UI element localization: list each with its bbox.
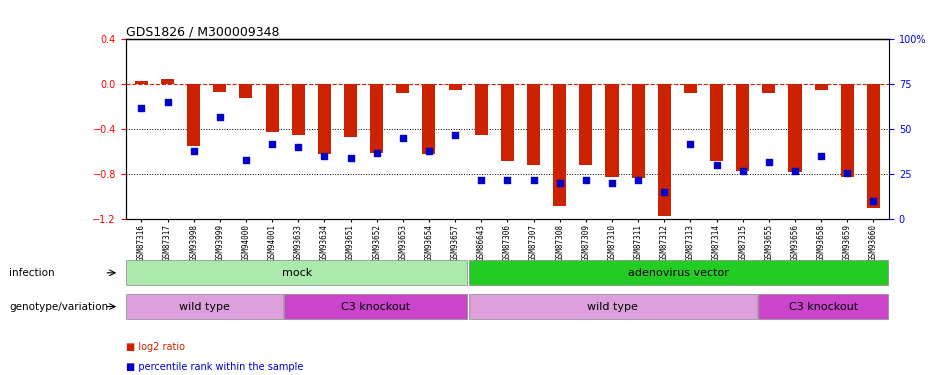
Bar (239, 84, 252, 98)
Bar (789, 84, 802, 172)
Point (134, 105, 149, 111)
Text: mock: mock (282, 268, 312, 278)
Bar (468, 294, 757, 319)
Point (604, 180, 619, 186)
Bar (265, 84, 278, 132)
Text: infection: infection (9, 268, 55, 278)
Bar (657, 84, 671, 216)
Bar (161, 79, 174, 84)
Point (683, 141, 698, 147)
Bar (841, 84, 854, 177)
Bar (344, 84, 358, 137)
Text: C3 knockout: C3 knockout (341, 302, 411, 312)
Bar (468, 260, 888, 285)
Text: C3 knockout: C3 knockout (789, 302, 857, 312)
Point (788, 168, 803, 174)
Bar (579, 84, 592, 165)
Point (500, 177, 515, 183)
Bar (127, 260, 467, 285)
Point (186, 148, 201, 154)
Text: wild type: wild type (180, 302, 230, 312)
Text: wild type: wild type (587, 302, 638, 312)
Bar (135, 81, 148, 84)
Bar (736, 84, 749, 171)
Point (290, 144, 305, 150)
Bar (291, 84, 304, 135)
Point (656, 189, 671, 195)
Bar (371, 84, 384, 153)
Point (814, 153, 829, 159)
Point (474, 177, 489, 183)
Bar (423, 84, 436, 154)
Text: adenovirus vector: adenovirus vector (628, 268, 729, 278)
Bar (758, 294, 888, 319)
Point (630, 177, 645, 183)
Text: GDS1826 / M300009348: GDS1826 / M300009348 (126, 25, 279, 38)
Point (344, 155, 358, 161)
Bar (187, 84, 200, 146)
Bar (605, 84, 618, 177)
Point (552, 180, 567, 186)
Point (578, 177, 593, 183)
Point (370, 150, 385, 156)
Point (526, 177, 541, 183)
Point (264, 141, 279, 147)
Bar (867, 84, 880, 208)
Point (448, 132, 463, 138)
Text: genotype/variation: genotype/variation (9, 302, 108, 312)
Point (317, 153, 331, 159)
Point (396, 135, 411, 141)
Text: ■ log2 ratio: ■ log2 ratio (126, 342, 184, 352)
Bar (553, 84, 566, 206)
Text: ■ percentile rank within the sample: ■ percentile rank within the sample (126, 362, 304, 372)
Bar (397, 84, 410, 93)
Point (709, 162, 724, 168)
Point (866, 198, 881, 204)
Bar (815, 84, 828, 90)
Bar (684, 84, 697, 93)
Bar (762, 84, 776, 93)
Bar (631, 84, 644, 178)
Point (422, 148, 437, 154)
Point (160, 99, 175, 105)
Bar (710, 84, 723, 161)
Bar (449, 84, 462, 90)
Point (762, 159, 776, 165)
Bar (317, 84, 331, 154)
Bar (501, 84, 514, 161)
Point (840, 170, 855, 176)
Bar (127, 294, 283, 319)
Bar (527, 84, 540, 165)
Point (212, 114, 227, 120)
Point (238, 157, 253, 163)
Point (735, 168, 750, 174)
Bar (475, 84, 488, 135)
Bar (213, 84, 226, 92)
Bar (285, 294, 467, 319)
